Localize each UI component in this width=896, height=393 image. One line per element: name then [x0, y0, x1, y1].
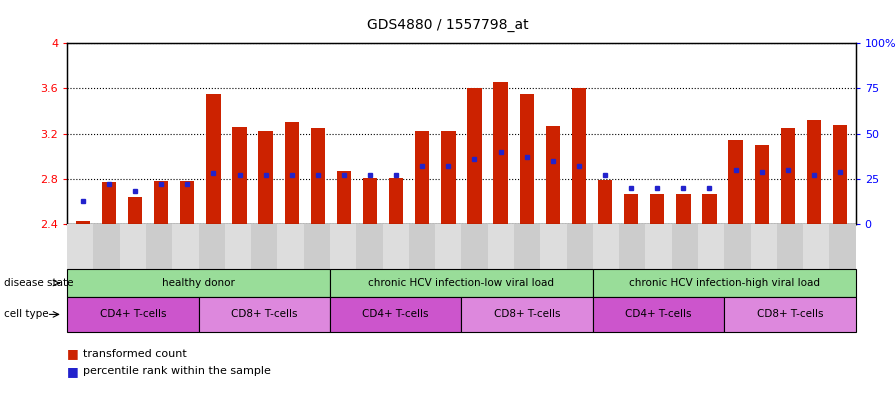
Text: CD8+ T-cells: CD8+ T-cells — [757, 309, 823, 320]
Bar — [624, 193, 638, 224]
Bar — [389, 178, 403, 224]
Bar — [468, 88, 482, 224]
Bar — [833, 125, 848, 224]
Bar — [180, 181, 194, 224]
Bar — [546, 126, 560, 224]
Bar — [598, 180, 612, 224]
Bar — [728, 140, 743, 224]
Bar — [702, 193, 717, 224]
Text: healthy donor: healthy donor — [162, 278, 235, 288]
Bar — [806, 120, 821, 224]
Bar — [154, 181, 168, 224]
Text: percentile rank within the sample: percentile rank within the sample — [83, 366, 271, 376]
Bar — [676, 193, 691, 224]
Bar — [441, 131, 455, 224]
Bar — [75, 220, 90, 224]
Bar — [337, 171, 351, 224]
Bar — [285, 122, 299, 224]
Text: ■: ■ — [67, 365, 79, 378]
Text: cell type: cell type — [4, 309, 49, 320]
Bar — [572, 88, 586, 224]
Bar — [311, 128, 325, 224]
Text: CD8+ T-cells: CD8+ T-cells — [231, 309, 297, 320]
Bar — [415, 131, 429, 224]
Text: ■: ■ — [67, 347, 79, 360]
Text: CD4+ T-cells: CD4+ T-cells — [625, 309, 692, 320]
Bar — [363, 178, 377, 224]
Text: CD4+ T-cells: CD4+ T-cells — [363, 309, 429, 320]
Bar — [102, 182, 116, 224]
Bar — [494, 82, 508, 224]
Text: disease state: disease state — [4, 278, 74, 288]
Text: transformed count: transformed count — [83, 349, 187, 359]
Text: CD4+ T-cells: CD4+ T-cells — [99, 309, 166, 320]
Bar — [650, 193, 665, 224]
Bar — [206, 94, 220, 224]
Text: CD8+ T-cells: CD8+ T-cells — [494, 309, 560, 320]
Bar — [780, 128, 795, 224]
Text: GDS4880 / 1557798_at: GDS4880 / 1557798_at — [367, 18, 529, 32]
Bar — [258, 131, 272, 224]
Text: chronic HCV infection-high viral load: chronic HCV infection-high viral load — [629, 278, 820, 288]
Bar — [520, 94, 534, 224]
Bar — [232, 127, 246, 224]
Bar — [128, 197, 142, 224]
Text: chronic HCV infection-low viral load: chronic HCV infection-low viral load — [368, 278, 555, 288]
Bar — [754, 145, 769, 224]
